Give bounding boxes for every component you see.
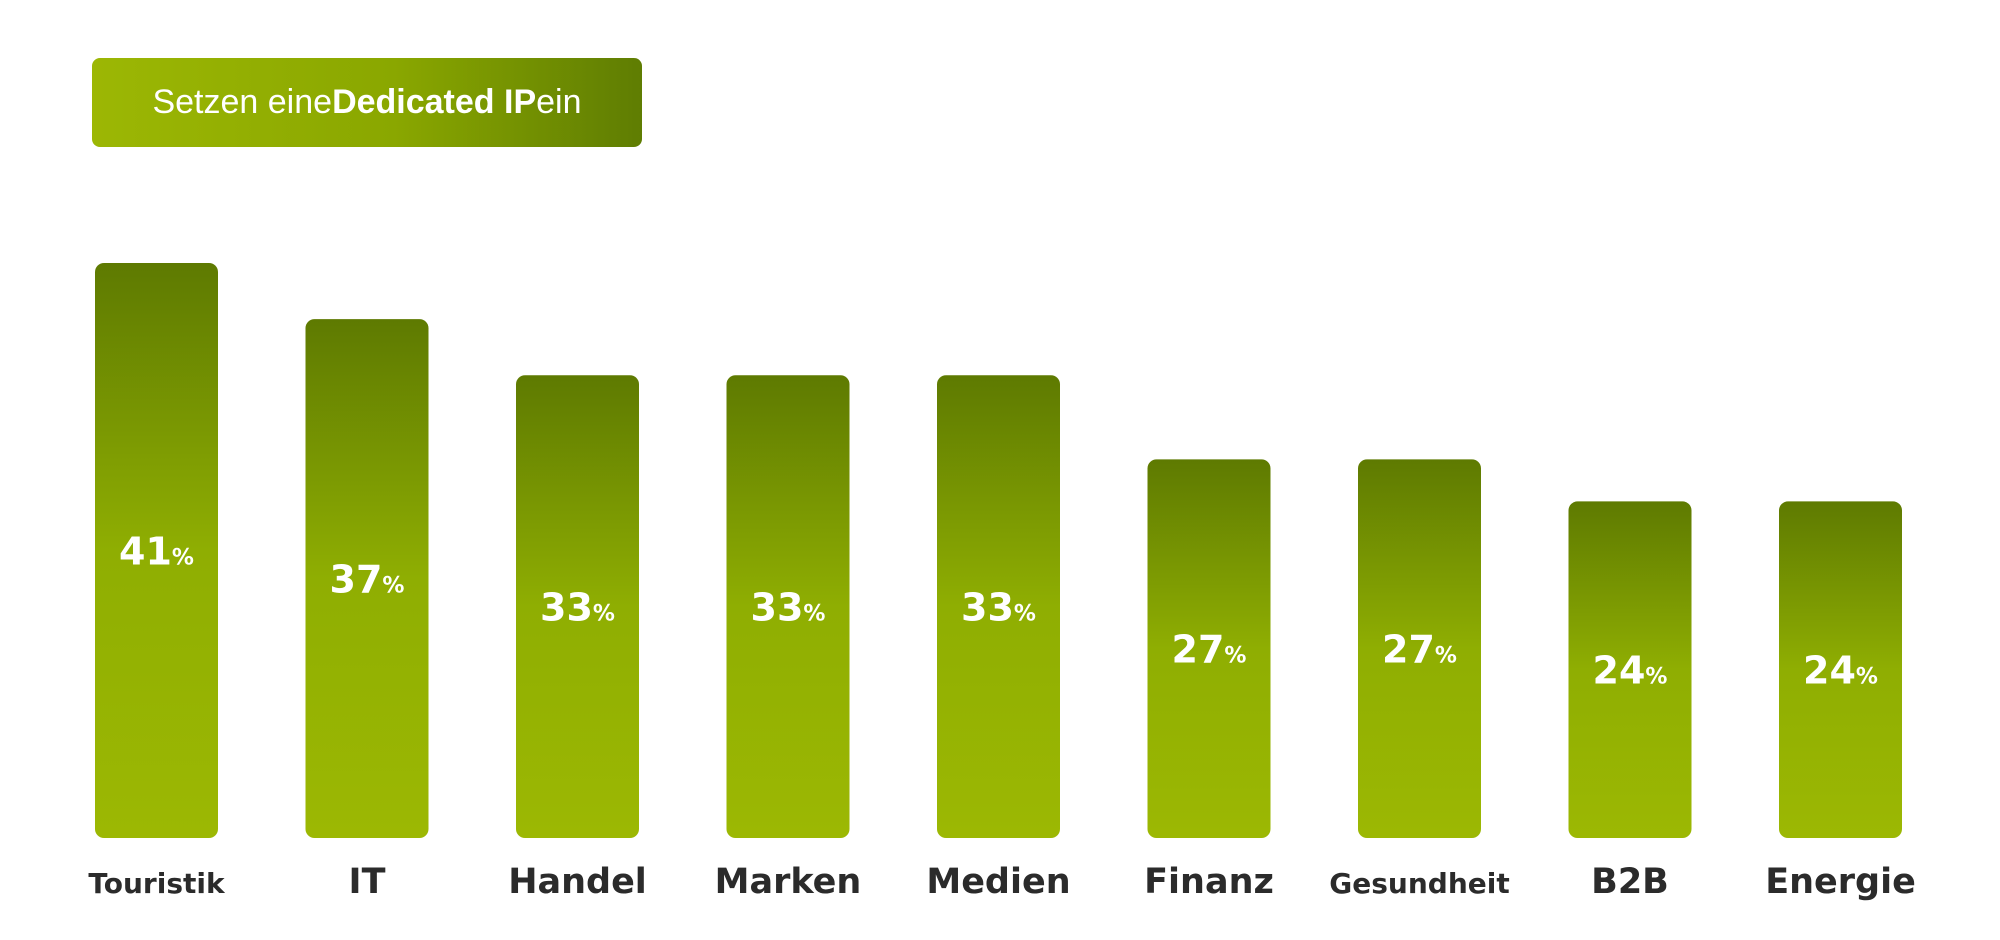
bars-group: [95, 263, 1902, 839]
value-number: 33: [961, 586, 1014, 630]
value-labels-group: 41% 37% 33% 33% 33%27% 27% 24% 24%: [119, 530, 1878, 693]
value-number: 37: [330, 558, 383, 602]
value-unit: %: [593, 602, 615, 627]
value-number: 24: [1803, 649, 1856, 693]
value-label-b2b: 24%: [1593, 649, 1668, 693]
bar-it: [305, 319, 429, 839]
category-label-finanz: Finanz: [1144, 862, 1274, 902]
value-number: 24: [1593, 649, 1646, 693]
bar-handel: [516, 375, 639, 838]
value-number: 33: [540, 586, 593, 630]
category-label-touristik: Touristik: [88, 867, 226, 900]
value-label-touristik: 41%: [119, 530, 194, 574]
category-labels-group: Touristik IT Handel Marken Medien Finanz Gesun…: [88, 862, 1915, 902]
category-label-medien: Medien: [926, 862, 1070, 902]
value-label-handel: 33%: [540, 586, 615, 630]
value-label-gesundheit: 27%: [1382, 628, 1457, 672]
bar-gesundheit: [1358, 459, 1481, 838]
value-label-finanz: 27%: [1172, 628, 1247, 672]
value-label-marken: 33%: [751, 586, 826, 630]
value-number: 33: [751, 586, 804, 630]
category-label-b2b: B2B: [1591, 862, 1669, 902]
title-part-3: ein: [536, 83, 582, 121]
title-part-2: Dedicated IP: [332, 83, 537, 121]
value-unit: %: [1435, 644, 1457, 669]
value-unit: %: [172, 546, 194, 571]
value-unit: %: [1014, 602, 1036, 627]
value-label-medien: 33%: [961, 586, 1036, 630]
title-part-1: Setzen eine: [152, 83, 333, 121]
value-number: 27: [1382, 628, 1435, 672]
bar-marken: [726, 375, 850, 838]
bar-b2b: [1568, 501, 1692, 838]
value-unit: %: [803, 602, 825, 627]
category-label-marken: Marken: [715, 862, 862, 902]
category-label-it: IT: [349, 862, 386, 902]
bar-energie: [1779, 501, 1902, 838]
value-unit: %: [382, 574, 404, 599]
chart-title: Setzen eine Dedicated IP ein: [92, 58, 642, 147]
value-unit: %: [1856, 665, 1878, 690]
value-unit: %: [1224, 644, 1246, 669]
value-label-it: 37%: [330, 558, 405, 602]
value-unit: %: [1645, 665, 1667, 690]
value-number: 27: [1172, 628, 1225, 672]
value-label-energie: 24%: [1803, 649, 1878, 693]
bar-medien: [937, 375, 1060, 838]
bar-finanz: [1147, 459, 1271, 838]
category-label-energie: Energie: [1765, 862, 1916, 902]
value-number: 41: [119, 530, 172, 574]
category-label-handel: Handel: [508, 862, 647, 902]
bar-touristik: [95, 263, 218, 838]
category-label-gesundheit: Gesundheit: [1329, 867, 1509, 900]
